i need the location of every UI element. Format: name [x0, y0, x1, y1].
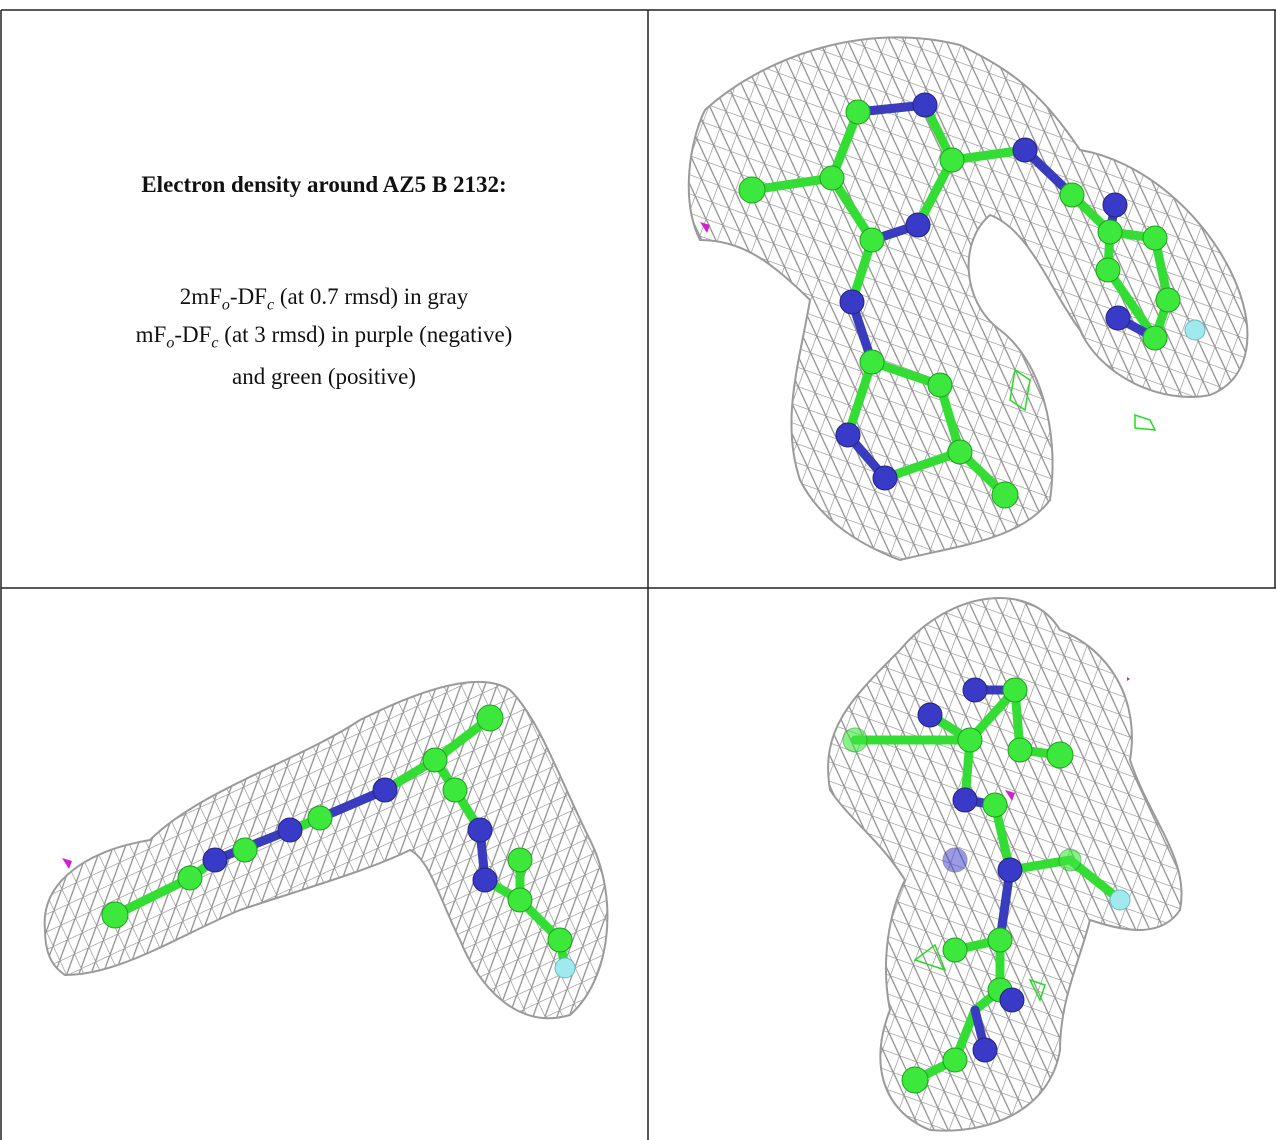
caption-subscript: o: [222, 297, 230, 314]
caption-text: -DF: [174, 322, 211, 347]
caption-text: and green (positive): [232, 364, 416, 389]
density-panel: [689, 37, 1248, 560]
density-panel: [45, 682, 608, 1018]
density-panel: [828, 598, 1181, 1131]
caption-line: mFo-DFc (at 3 rmsd) in purple (negative): [0, 322, 648, 353]
caption-text: (at 3 rmsd) in purple (negative): [219, 322, 513, 347]
caption-text: 2mF: [180, 284, 222, 309]
caption-title: Electron density around AZ5 B 2132:: [0, 172, 648, 198]
figure: [0, 0, 1276, 1140]
page: Electron density around AZ5 B 2132: 2mFo…: [0, 0, 1276, 1140]
caption-line: and green (positive): [0, 364, 648, 390]
caption-line: 2mFo-DFc (at 0.7 rmsd) in gray: [0, 284, 648, 315]
caption-text: -DF: [230, 284, 267, 309]
caption-text: (at 0.7 rmsd) in gray: [274, 284, 468, 309]
caption-text: mF: [136, 322, 167, 347]
caption-subscript: c: [211, 335, 218, 352]
caption-subscript: c: [267, 297, 274, 314]
